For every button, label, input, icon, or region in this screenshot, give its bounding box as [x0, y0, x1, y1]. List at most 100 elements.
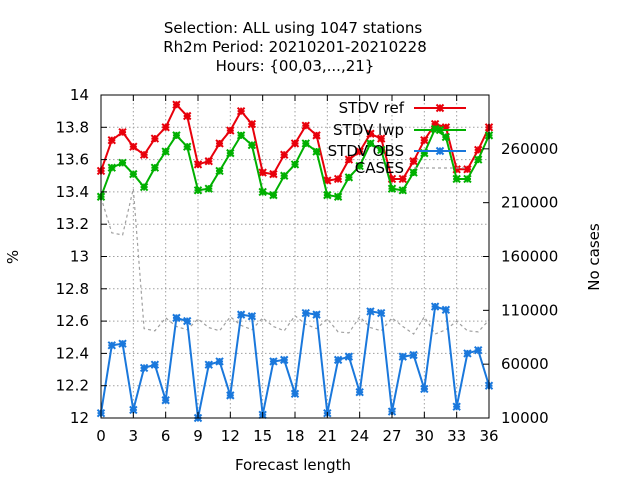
data-point-stdv-obs — [312, 310, 321, 319]
data-point-stdv-obs — [290, 389, 300, 398]
data-point-stdv-ref — [366, 129, 375, 138]
data-point-stdv-ref — [398, 174, 407, 184]
data-point-stdv-ref — [420, 136, 429, 145]
data-point-stdv-ref — [204, 157, 213, 166]
y-tick-label: 12.2 — [56, 377, 89, 395]
data-point-stdv-obs — [398, 352, 407, 361]
data-point-stdv-lwp — [312, 147, 321, 156]
data-point-stdv-obs — [301, 308, 310, 318]
legend-marker-stdv-lwp — [435, 125, 445, 135]
y-tick-label: 13.2 — [56, 215, 89, 233]
x-tick-label: 12 — [221, 427, 240, 445]
data-point-stdv-ref — [290, 139, 300, 148]
x-axis-label: Forecast length — [235, 456, 351, 474]
data-point-stdv-ref — [161, 123, 170, 132]
data-point-stdv-obs — [161, 396, 170, 405]
x-tick-label: 9 — [193, 427, 203, 445]
legend-marker-stdv-ref — [435, 103, 445, 113]
data-point-stdv-obs — [333, 355, 343, 365]
data-point-stdv-obs — [344, 352, 354, 361]
legend-label-stdv-lwp: STDV lwp — [333, 121, 404, 139]
data-point-stdv-ref — [226, 126, 235, 135]
data-point-stdv-ref — [377, 134, 386, 143]
data-point-stdv-obs — [463, 349, 472, 358]
x-tick-label: 24 — [350, 427, 369, 445]
data-point-stdv-ref — [129, 142, 138, 151]
data-point-stdv-obs — [215, 357, 224, 366]
y-tick-label: 13 — [70, 248, 89, 266]
data-point-stdv-obs — [355, 387, 364, 397]
data-point-stdv-obs — [452, 402, 461, 411]
y-axis-label: % — [4, 250, 22, 264]
y2-tick-label: 110000 — [501, 301, 558, 319]
data-point-stdv-lwp — [118, 158, 127, 168]
data-point-stdv-obs — [430, 302, 440, 311]
data-point-stdv-obs — [420, 384, 429, 394]
x-tick-label: 21 — [318, 427, 337, 445]
data-point-stdv-ref — [183, 111, 192, 121]
y2-tick-label: 210000 — [501, 194, 558, 212]
data-point-stdv-obs — [377, 308, 386, 318]
data-point-stdv-ref — [301, 121, 310, 130]
data-point-stdv-ref — [280, 150, 289, 159]
data-point-stdv-lwp — [387, 184, 397, 193]
data-point-stdv-ref — [355, 147, 364, 156]
data-point-stdv-ref — [344, 155, 354, 164]
data-point-stdv-ref — [193, 160, 203, 169]
data-point-stdv-lwp — [215, 166, 224, 176]
x-tick-label: 36 — [479, 427, 498, 445]
tick-layer: 0 3 6 9 12 15 18 21 24 27 30 33 361212.212.412.612.8… — [56, 86, 559, 445]
data-point-stdv-lwp — [193, 186, 203, 195]
x-tick-label: 6 — [161, 427, 171, 445]
x-tick-label: 0 — [96, 427, 106, 445]
chart-title: Selection: ALL using 1047 stations Rh2m … — [163, 19, 427, 75]
y2-tick-label: 160000 — [501, 248, 558, 266]
data-point-stdv-ref — [107, 136, 116, 145]
series-layer — [96, 100, 494, 423]
data-point-stdv-obs — [118, 339, 127, 348]
data-point-stdv-obs — [107, 341, 116, 350]
y-tick-label: 12.4 — [56, 344, 89, 362]
y-tick-label: 13.4 — [56, 183, 89, 201]
data-point-stdv-obs — [366, 307, 375, 316]
data-point-stdv-lwp — [129, 169, 138, 179]
data-point-stdv-lwp — [377, 145, 386, 155]
data-point-stdv-lwp — [323, 190, 332, 200]
legend-label-stdv-ref: STDV ref — [339, 99, 405, 117]
series-line-cases — [100, 188, 490, 335]
data-point-stdv-ref — [269, 169, 278, 179]
x-tick-label: 30 — [415, 427, 434, 445]
y-tick-label: 12.6 — [56, 312, 89, 330]
x-tick-label: 18 — [285, 427, 304, 445]
data-point-stdv-lwp — [355, 161, 364, 171]
data-point-stdv-obs — [409, 350, 418, 360]
y-tick-label: 13.8 — [56, 118, 89, 136]
data-point-stdv-lwp — [344, 173, 354, 182]
data-point-stdv-lwp — [301, 139, 310, 148]
data-point-stdv-ref — [333, 174, 343, 184]
data-point-stdv-obs — [236, 310, 246, 319]
data-point-stdv-ref — [247, 119, 257, 129]
data-point-stdv-obs — [172, 313, 181, 323]
data-point-stdv-ref — [172, 100, 181, 109]
y2-tick-label: 10000 — [501, 409, 549, 427]
y-tick-label: 13.6 — [56, 151, 89, 169]
y-tick-label: 14 — [70, 86, 89, 104]
data-point-stdv-lwp — [161, 147, 170, 156]
data-point-stdv-lwp — [247, 140, 257, 150]
title-line-1: Selection: ALL using 1047 stations — [164, 19, 423, 37]
title-line-3: Hours: {00,03,...,21} — [216, 57, 375, 75]
data-point-stdv-lwp — [463, 174, 472, 184]
data-point-stdv-ref — [139, 150, 149, 159]
data-point-stdv-lwp — [290, 160, 300, 169]
data-point-stdv-lwp — [452, 174, 461, 184]
data-point-stdv-ref — [236, 106, 246, 116]
data-point-stdv-lwp — [258, 187, 267, 197]
y-tick-label: 12 — [70, 409, 89, 427]
title-line-2: Rh2m Period: 20210201-20210228 — [163, 38, 427, 56]
data-point-stdv-lwp — [333, 192, 343, 201]
data-point-stdv-lwp — [398, 186, 407, 195]
legend-label-stdv-obs: STDV OBS — [328, 142, 404, 160]
data-point-stdv-ref — [463, 165, 472, 174]
